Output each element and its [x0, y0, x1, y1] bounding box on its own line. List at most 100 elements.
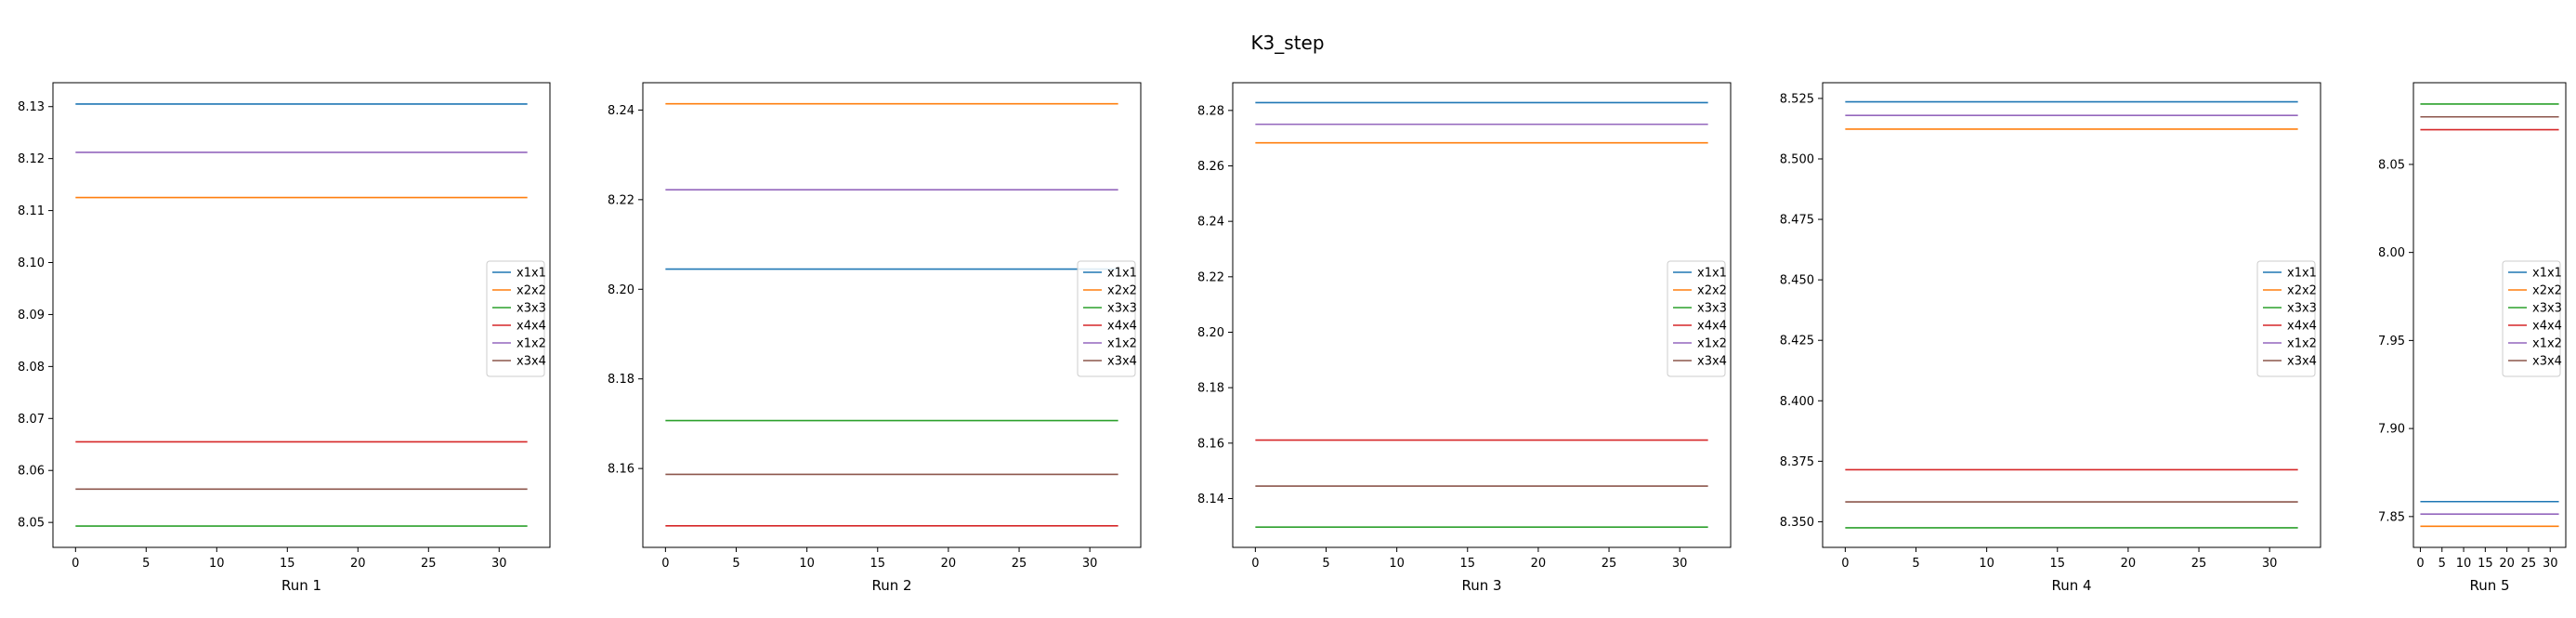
x-tick-label: 5	[2439, 557, 2446, 571]
legend-label-x3x4: x3x4	[2287, 355, 2317, 369]
x-tick-label: 5	[142, 557, 150, 571]
subplot-run-2: 0 5 10 15 20 25 30 8.16 8.18 8.20 8.22 8.24 Run 2 x1x…	[608, 82, 1142, 594]
y-tick-label: 8.06	[18, 465, 45, 479]
x-axis-label: Run 5	[2469, 577, 2509, 594]
legend-label-x1x2: x1x2	[2287, 337, 2317, 351]
y-tick-label: 8.16	[608, 463, 634, 477]
legend-label-x1x1: x1x1	[1697, 267, 1727, 281]
x-tick-label: 20	[941, 557, 957, 571]
y-tick-label: 8.525	[1780, 92, 1814, 106]
legend-label-x1x1: x1x1	[1107, 267, 1137, 281]
x-axis-label: Run 4	[2051, 577, 2091, 594]
y-tick-label: 8.350	[1780, 516, 1814, 530]
x-tick-label: 15	[280, 557, 295, 571]
legend-label-x4x4: x4x4	[517, 320, 546, 334]
axes-frame	[1822, 82, 2321, 548]
x-tick-label: 0	[661, 557, 669, 571]
x-tick-label: 25	[1012, 557, 1027, 571]
y-tick-label: 8.26	[1197, 160, 1224, 174]
x-axis-label: Run 2	[871, 577, 911, 594]
y-tick-label: 8.22	[608, 193, 634, 207]
legend: x1x1 x2x2 x3x3 x4x4 x1x2 x3x4	[2502, 260, 2562, 377]
x-tick-label: 10	[2456, 557, 2472, 571]
legend: x1x1 x2x2 x3x3 x4x4 x1x2 x3x4	[486, 260, 546, 377]
legend-label-x1x2: x1x2	[517, 337, 546, 351]
y-tick-label: 8.11	[18, 204, 45, 218]
y-tick-label: 8.28	[1197, 104, 1224, 118]
y-tick-label: 8.400	[1780, 395, 1814, 409]
x-tick-label: 25	[2521, 557, 2537, 571]
x-tick-label: 0	[2416, 557, 2424, 571]
legend-label-x1x1: x1x1	[2532, 267, 2562, 281]
x-tick-label: 30	[491, 557, 507, 571]
legend: x1x1 x2x2 x3x3 x4x4 x1x2 x3x4	[2256, 260, 2317, 377]
x-tick-label: 5	[1322, 557, 1329, 571]
subplot-run-5: 0 5 10 15 20 25 30 7.85 7.90 7.95 8.00 8.05 Run 5 x1x…	[2378, 82, 2567, 594]
x-tick-label: 30	[1082, 557, 1098, 571]
x-tick-label: 0	[1251, 557, 1259, 571]
x-tick-label: 25	[1602, 557, 1617, 571]
x-tick-label: 15	[2049, 557, 2065, 571]
y-tick-label: 8.00	[2378, 246, 2405, 260]
axes-frame	[1232, 82, 1732, 548]
y-tick-label: 8.13	[18, 100, 45, 114]
y-tick-label: 8.08	[18, 361, 45, 375]
y-tick-label: 8.475	[1780, 214, 1814, 228]
legend-label-x3x3: x3x3	[517, 302, 546, 316]
y-tick-label: 8.05	[2378, 158, 2405, 172]
x-tick-label: 15	[1459, 557, 1475, 571]
x-tick-label: 0	[1841, 557, 1849, 571]
subplot-run-1: 0 5 10 15 20 25 30 8.05 8.06 8.07 8.08 8.09 8.10 8.11…	[18, 82, 551, 594]
x-tick-label: 20	[1531, 557, 1547, 571]
x-axis-label: Run 1	[281, 577, 321, 594]
y-tick-label: 8.12	[18, 152, 45, 166]
x-tick-label: 20	[2121, 557, 2137, 571]
x-tick-label: 20	[350, 557, 366, 571]
legend-label-x4x4: x4x4	[1697, 320, 1727, 334]
x-tick-label: 30	[1672, 557, 1688, 571]
x-tick-label: 20	[2499, 557, 2515, 571]
y-tick-label: 8.18	[608, 373, 634, 387]
subplot-run-4: 0 5 10 15 20 25 30 8.350 8.375 8.400 8.425 8.450 8.4…	[1780, 82, 2321, 594]
x-tick-label: 10	[209, 557, 225, 571]
y-tick-label: 8.09	[18, 309, 45, 322]
legend-label-x3x4: x3x4	[517, 355, 546, 369]
figure-title: K3_step	[1250, 32, 1324, 54]
legend-label-x2x2: x2x2	[2532, 284, 2562, 298]
y-tick-label: 8.07	[18, 413, 45, 427]
axes-frame	[2413, 82, 2567, 548]
y-tick-label: 7.95	[2378, 335, 2405, 348]
legend: x1x1 x2x2 x3x3 x4x4 x1x2 x3x4	[1667, 260, 1727, 377]
legend-label-x3x3: x3x3	[2287, 302, 2317, 316]
y-tick-label: 8.425	[1780, 335, 1814, 348]
y-tick-label: 7.90	[2378, 423, 2405, 437]
y-tick-label: 7.85	[2378, 510, 2405, 524]
y-tick-label: 8.24	[1197, 216, 1224, 230]
legend: x1x1 x2x2 x3x3 x4x4 x1x2 x3x4	[1077, 260, 1137, 377]
legend-label-x1x1: x1x1	[2287, 267, 2317, 281]
y-tick-label: 8.24	[608, 104, 634, 118]
legend-label-x3x4: x3x4	[1107, 355, 1137, 369]
legend-label-x4x4: x4x4	[2532, 320, 2562, 334]
legend-label-x2x2: x2x2	[1107, 284, 1137, 298]
legend-label-x3x4: x3x4	[1697, 355, 1727, 369]
x-axis-label: Run 3	[1461, 577, 1501, 594]
y-tick-label: 8.22	[1197, 270, 1224, 284]
x-tick-label: 30	[2543, 557, 2558, 571]
legend-label-x1x2: x1x2	[2532, 337, 2562, 351]
y-tick-label: 8.16	[1197, 437, 1224, 451]
legend-label-x1x1: x1x1	[517, 267, 546, 281]
x-tick-label: 5	[732, 557, 739, 571]
y-tick-label: 8.05	[18, 517, 45, 531]
legend-label-x1x2: x1x2	[1697, 337, 1727, 351]
y-tick-label: 8.500	[1780, 152, 1814, 166]
x-tick-label: 10	[1389, 557, 1405, 571]
y-tick-label: 8.450	[1780, 274, 1814, 288]
legend-label-x2x2: x2x2	[1697, 284, 1727, 298]
y-tick-label: 8.18	[1197, 382, 1224, 396]
x-tick-label: 5	[1912, 557, 1919, 571]
x-tick-label: 30	[2262, 557, 2278, 571]
x-tick-label: 10	[1979, 557, 1994, 571]
y-tick-label: 8.20	[1197, 326, 1224, 340]
legend-label-x2x2: x2x2	[517, 284, 546, 298]
